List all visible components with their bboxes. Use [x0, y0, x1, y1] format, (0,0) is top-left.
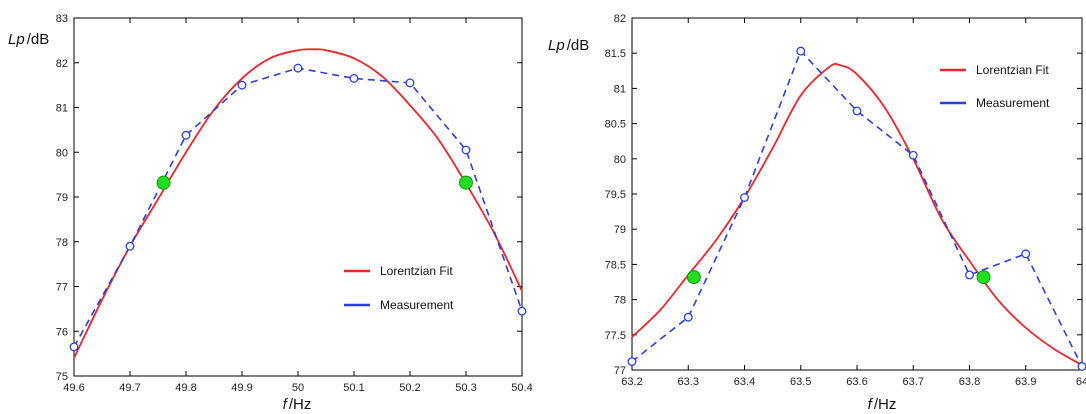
measurement-point: [1077, 362, 1086, 371]
measurement-point: [69, 342, 79, 352]
x-tick-label: 50: [292, 382, 304, 394]
x-tick-label: 63.4: [734, 376, 755, 388]
x-axis-label-unit: /Hz: [289, 396, 312, 413]
x-axis-label-symbol: f: [868, 396, 874, 413]
measurement-point: [852, 106, 862, 116]
half-power-point: [976, 270, 991, 285]
y-axis-ticks: 75 76 77 78 79 80 81 82 83: [56, 13, 522, 383]
x-axis-label: f/Hz: [868, 396, 897, 413]
measurement-point: [125, 241, 135, 251]
measurement-point: [517, 306, 527, 316]
legend: Lorentzian Fit Measurement: [940, 63, 1050, 110]
measurement-point: [1021, 249, 1031, 259]
measurement-point: [740, 193, 749, 202]
legend-label-fit: Lorentzian Fit: [380, 264, 453, 278]
measurement-point: [461, 145, 471, 155]
plot-area-frame: [73, 17, 523, 377]
x-axis-ticks: 63.2 63.3 63.4 63.5 63.6 63.7 63.8 63.9 64: [621, 18, 1086, 388]
legend-label-measurement: Measurement: [380, 298, 454, 312]
x-axis-label-unit: /Hz: [874, 396, 897, 413]
half-power-point: [156, 175, 171, 190]
x-tick-label: 63.2: [621, 376, 642, 388]
half-power-point: [459, 175, 473, 190]
legend-label-measurement: Measurement: [976, 96, 1050, 110]
y-tick-label: 78: [56, 237, 68, 249]
series-layer: [627, 46, 1086, 371]
x-axis-label-symbol: f: [283, 396, 289, 413]
lorentzian-fit-line: [631, 62, 1083, 366]
y-tick-label: 77: [56, 282, 68, 294]
y-tick-label: 81.5: [605, 48, 626, 60]
y-tick-label: 80: [56, 147, 68, 159]
measurement-point: [683, 312, 693, 322]
y-tick-label: 82: [614, 13, 626, 25]
y-tick-label: 79: [614, 224, 626, 236]
half-power-point: [686, 270, 701, 285]
y-axis-label-symbol: Lp: [548, 37, 565, 54]
y-tick-label: 79.5: [605, 189, 626, 201]
plot-area-frame: [631, 17, 1083, 371]
y-tick-label: 78: [614, 295, 626, 307]
y-axis-label-unit: /dB: [567, 37, 590, 54]
y-axis-label-unit: /dB: [27, 31, 50, 48]
measurement-point: [627, 357, 637, 367]
measurement-point: [405, 78, 415, 88]
x-axis-label: f/Hz: [283, 396, 312, 413]
x-tick-label: 63.5: [790, 376, 811, 388]
measurement-point: [349, 73, 359, 83]
y-tick-label: 77.5: [605, 330, 626, 342]
x-tick-label: 49.6: [63, 382, 84, 394]
left-chart: 49.6 49.7 49.8 49.9 50 50.1 50.2 50.3 50.4 75767…: [8, 13, 533, 413]
y-tick-label: 75: [56, 371, 68, 383]
series-layer: [69, 48, 527, 359]
measurement-point: [237, 80, 247, 90]
measurement-line: [631, 49, 1083, 367]
y-axis-label: Lp/dB: [548, 37, 589, 54]
x-tick-label: 50.4: [511, 382, 532, 394]
x-axis-ticks: 49.6 49.7 49.8 49.9 50 50.1 50.2 50.3 50.4: [63, 18, 533, 394]
x-tick-label: 63.7: [903, 376, 924, 388]
x-tick-label: 50.1: [343, 382, 364, 394]
highlight-points: [156, 175, 473, 190]
x-tick-label: 63.8: [959, 376, 980, 388]
x-tick-label: 63.6: [846, 376, 867, 388]
x-tick-label: 50.2: [399, 382, 420, 394]
y-tick-label: 81: [56, 103, 68, 115]
y-tick-label: 76: [56, 326, 68, 338]
y-tick-label: 80: [614, 154, 626, 166]
lorentzian-fit-line: [73, 48, 523, 359]
measurement-point: [908, 150, 918, 160]
x-tick-label: 50.3: [455, 382, 476, 394]
measurement-point: [965, 270, 974, 280]
legend: Lorentzian Fit Measurement: [344, 264, 454, 312]
y-tick-label: 79: [56, 192, 68, 204]
y-tick-label: 78.5: [605, 259, 626, 271]
x-tick-label: 64: [1076, 376, 1086, 388]
measurement-point: [293, 63, 303, 73]
y-tick-label: 81: [614, 83, 626, 95]
x-tick-label: 49.9: [231, 382, 252, 394]
x-tick-label: 49.8: [175, 382, 196, 394]
y-tick-label: 83: [56, 13, 68, 25]
measurement-point: [796, 46, 806, 56]
x-tick-label: 63.9: [1015, 376, 1036, 388]
x-tick-label: 63.3: [678, 376, 699, 388]
right-chart: 63.2 63.3 63.4 63.5 63.6 63.7 63.8 63.9 64 77 77.…: [548, 13, 1086, 413]
x-tick-label: 49.7: [119, 382, 140, 394]
y-tick-label: 80.5: [605, 119, 626, 131]
y-tick-label: 82: [56, 58, 68, 70]
highlight-points: [686, 270, 991, 285]
y-axis-label-symbol: Lp: [8, 31, 25, 48]
y-axis-ticks: 77 77.5 78 78.5 79 79.5 80 80.5 81 81.5 82: [605, 13, 1082, 377]
legend-label-fit: Lorentzian Fit: [976, 63, 1049, 77]
y-axis-label: Lp/dB: [8, 31, 49, 48]
measurement-point: [181, 130, 191, 140]
y-tick-label: 77: [614, 365, 626, 377]
